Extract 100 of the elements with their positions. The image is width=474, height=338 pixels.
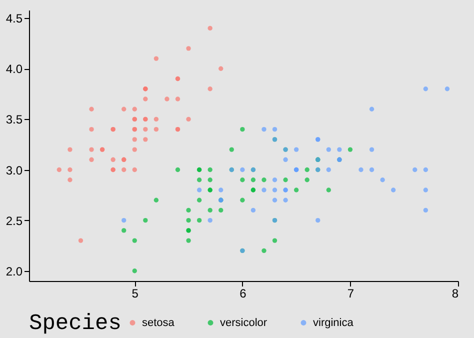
point [143, 218, 148, 223]
point [283, 178, 288, 182]
x-tick-label: 5 [132, 286, 139, 300]
point [240, 178, 245, 182]
point [423, 188, 428, 192]
y-tick-label: 4.5 [6, 12, 23, 26]
point [208, 218, 212, 223]
point [122, 106, 126, 112]
point [186, 228, 191, 233]
point [337, 147, 342, 152]
point [272, 198, 278, 202]
point [240, 198, 245, 202]
point [272, 238, 278, 243]
point [122, 228, 126, 233]
point [132, 268, 137, 274]
point [122, 157, 126, 162]
point [294, 188, 299, 192]
y-tick-label: 3.5 [6, 112, 23, 127]
point [143, 126, 148, 132]
point [218, 208, 224, 213]
point [78, 238, 84, 243]
point [89, 157, 94, 162]
point [100, 147, 105, 152]
point [175, 126, 180, 132]
point [154, 198, 159, 202]
point [196, 167, 202, 172]
point [326, 167, 331, 172]
point [240, 126, 245, 132]
point [208, 208, 212, 213]
point [186, 218, 191, 223]
point [143, 116, 148, 122]
point [250, 208, 256, 213]
point [272, 188, 278, 192]
point [110, 126, 116, 132]
point [412, 167, 418, 172]
point [304, 178, 310, 182]
point [283, 188, 288, 192]
legend-title: Species [29, 311, 122, 336]
point [390, 188, 396, 192]
legend-label: virginica [313, 316, 354, 329]
point [423, 167, 428, 172]
point [122, 167, 126, 172]
x-tick-label: 6 [240, 286, 247, 300]
point [68, 178, 72, 182]
point [208, 167, 212, 172]
point [369, 167, 374, 172]
point [89, 126, 94, 132]
point [250, 178, 256, 182]
point [208, 178, 212, 182]
point [272, 126, 278, 132]
point [68, 167, 72, 172]
legend-label: versicolor [220, 316, 268, 329]
point [262, 126, 266, 132]
point [218, 66, 224, 71]
x-tick-label: 7 [347, 286, 354, 300]
y-tick-label: 3.0 [6, 163, 23, 178]
x-tick-label: 8 [452, 286, 459, 300]
point [304, 167, 310, 172]
point [262, 178, 266, 182]
point [283, 198, 288, 202]
point [186, 208, 191, 213]
point [250, 188, 256, 192]
point [218, 188, 224, 192]
legend-label: setosa [142, 316, 176, 329]
point [240, 167, 245, 172]
point [196, 178, 202, 182]
point [208, 26, 212, 31]
point [132, 137, 137, 142]
point [175, 167, 180, 172]
point [110, 157, 116, 162]
point [154, 126, 159, 132]
point [348, 147, 353, 152]
point [229, 147, 234, 152]
point [143, 96, 148, 102]
point [208, 86, 212, 92]
point [423, 208, 428, 213]
point [358, 167, 364, 172]
point [132, 238, 137, 243]
point [175, 96, 180, 102]
point [326, 147, 331, 152]
point [196, 188, 202, 192]
point [262, 188, 266, 192]
point [132, 147, 137, 152]
point [154, 116, 159, 122]
point [423, 86, 428, 92]
point [132, 126, 137, 132]
point [262, 248, 266, 254]
point [89, 106, 94, 112]
point [326, 188, 331, 192]
point [294, 147, 299, 152]
point [196, 198, 202, 202]
point [283, 157, 288, 162]
point [316, 137, 320, 142]
point [132, 167, 137, 172]
point [186, 238, 191, 243]
point [294, 167, 299, 172]
y-tick-label: 2.0 [6, 264, 23, 278]
point [68, 147, 72, 152]
point [110, 167, 116, 172]
point [122, 218, 126, 223]
